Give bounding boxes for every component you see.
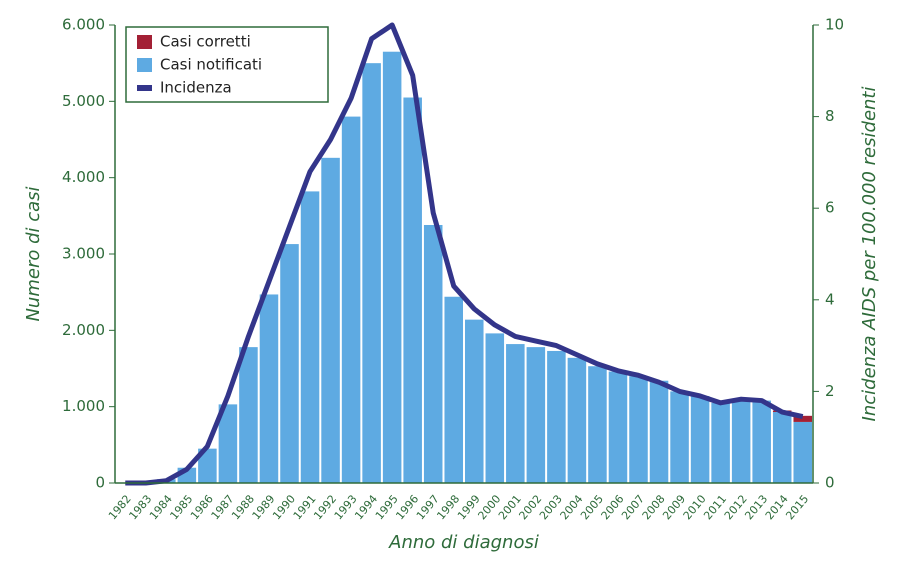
bar [362,63,381,484]
legend-swatch [137,58,152,72]
bar [300,191,320,483]
bar [321,157,340,483]
bar [403,97,422,484]
bar [711,402,730,483]
bar [793,421,812,483]
bar [485,333,505,483]
bar [382,51,402,483]
bar [259,294,279,483]
y-tick-label: 2.000 [62,321,105,339]
legend-swatch [137,85,152,91]
y2-tick-label: 6 [825,199,835,217]
bar [629,376,648,483]
x-tick-label: 2015 [783,493,811,523]
bar [218,404,238,483]
legend-label: Casi corretti [160,33,251,51]
y2-axis-title: Incidenza AIDS per 100.000 residenti [859,87,880,422]
bar [280,244,299,483]
bar [444,296,463,483]
y-tick-label: 0 [95,474,105,492]
y-tick-label: 4.000 [62,168,105,186]
bar [423,224,443,483]
y-axis-title: Numero di casi [23,186,44,321]
bar [588,366,607,483]
y-tick-label: 3.000 [62,245,105,263]
bar [526,347,546,483]
y2-tick-label: 2 [825,382,835,400]
line [125,22,804,486]
y2-tick-label: 10 [825,16,844,34]
legend-label: Casi notificati [160,56,262,74]
bar [608,371,628,483]
y2-tick-label: 0 [825,474,835,492]
legend-swatch [137,35,152,49]
y-tick-label: 1.000 [62,397,105,415]
legend-box [125,26,329,103]
y2-tick-label: 8 [825,107,835,125]
legend-label: Incidenza [160,79,232,97]
y-tick-label: 6.000 [62,16,105,34]
bar [547,350,566,483]
bar [772,412,792,483]
bar [465,319,484,483]
y2-tick-label: 4 [825,290,835,308]
bar [506,344,525,483]
x-axis-title: Anno di diagnosi [388,532,539,553]
bar [752,400,771,483]
bar [670,391,689,483]
bar [341,116,361,483]
bar [690,395,710,483]
bar [198,448,217,483]
bar [649,380,669,483]
bar [567,357,587,483]
bar [239,347,258,483]
bar [731,399,751,483]
bar [793,415,812,422]
y-tick-label: 5.000 [62,92,105,110]
